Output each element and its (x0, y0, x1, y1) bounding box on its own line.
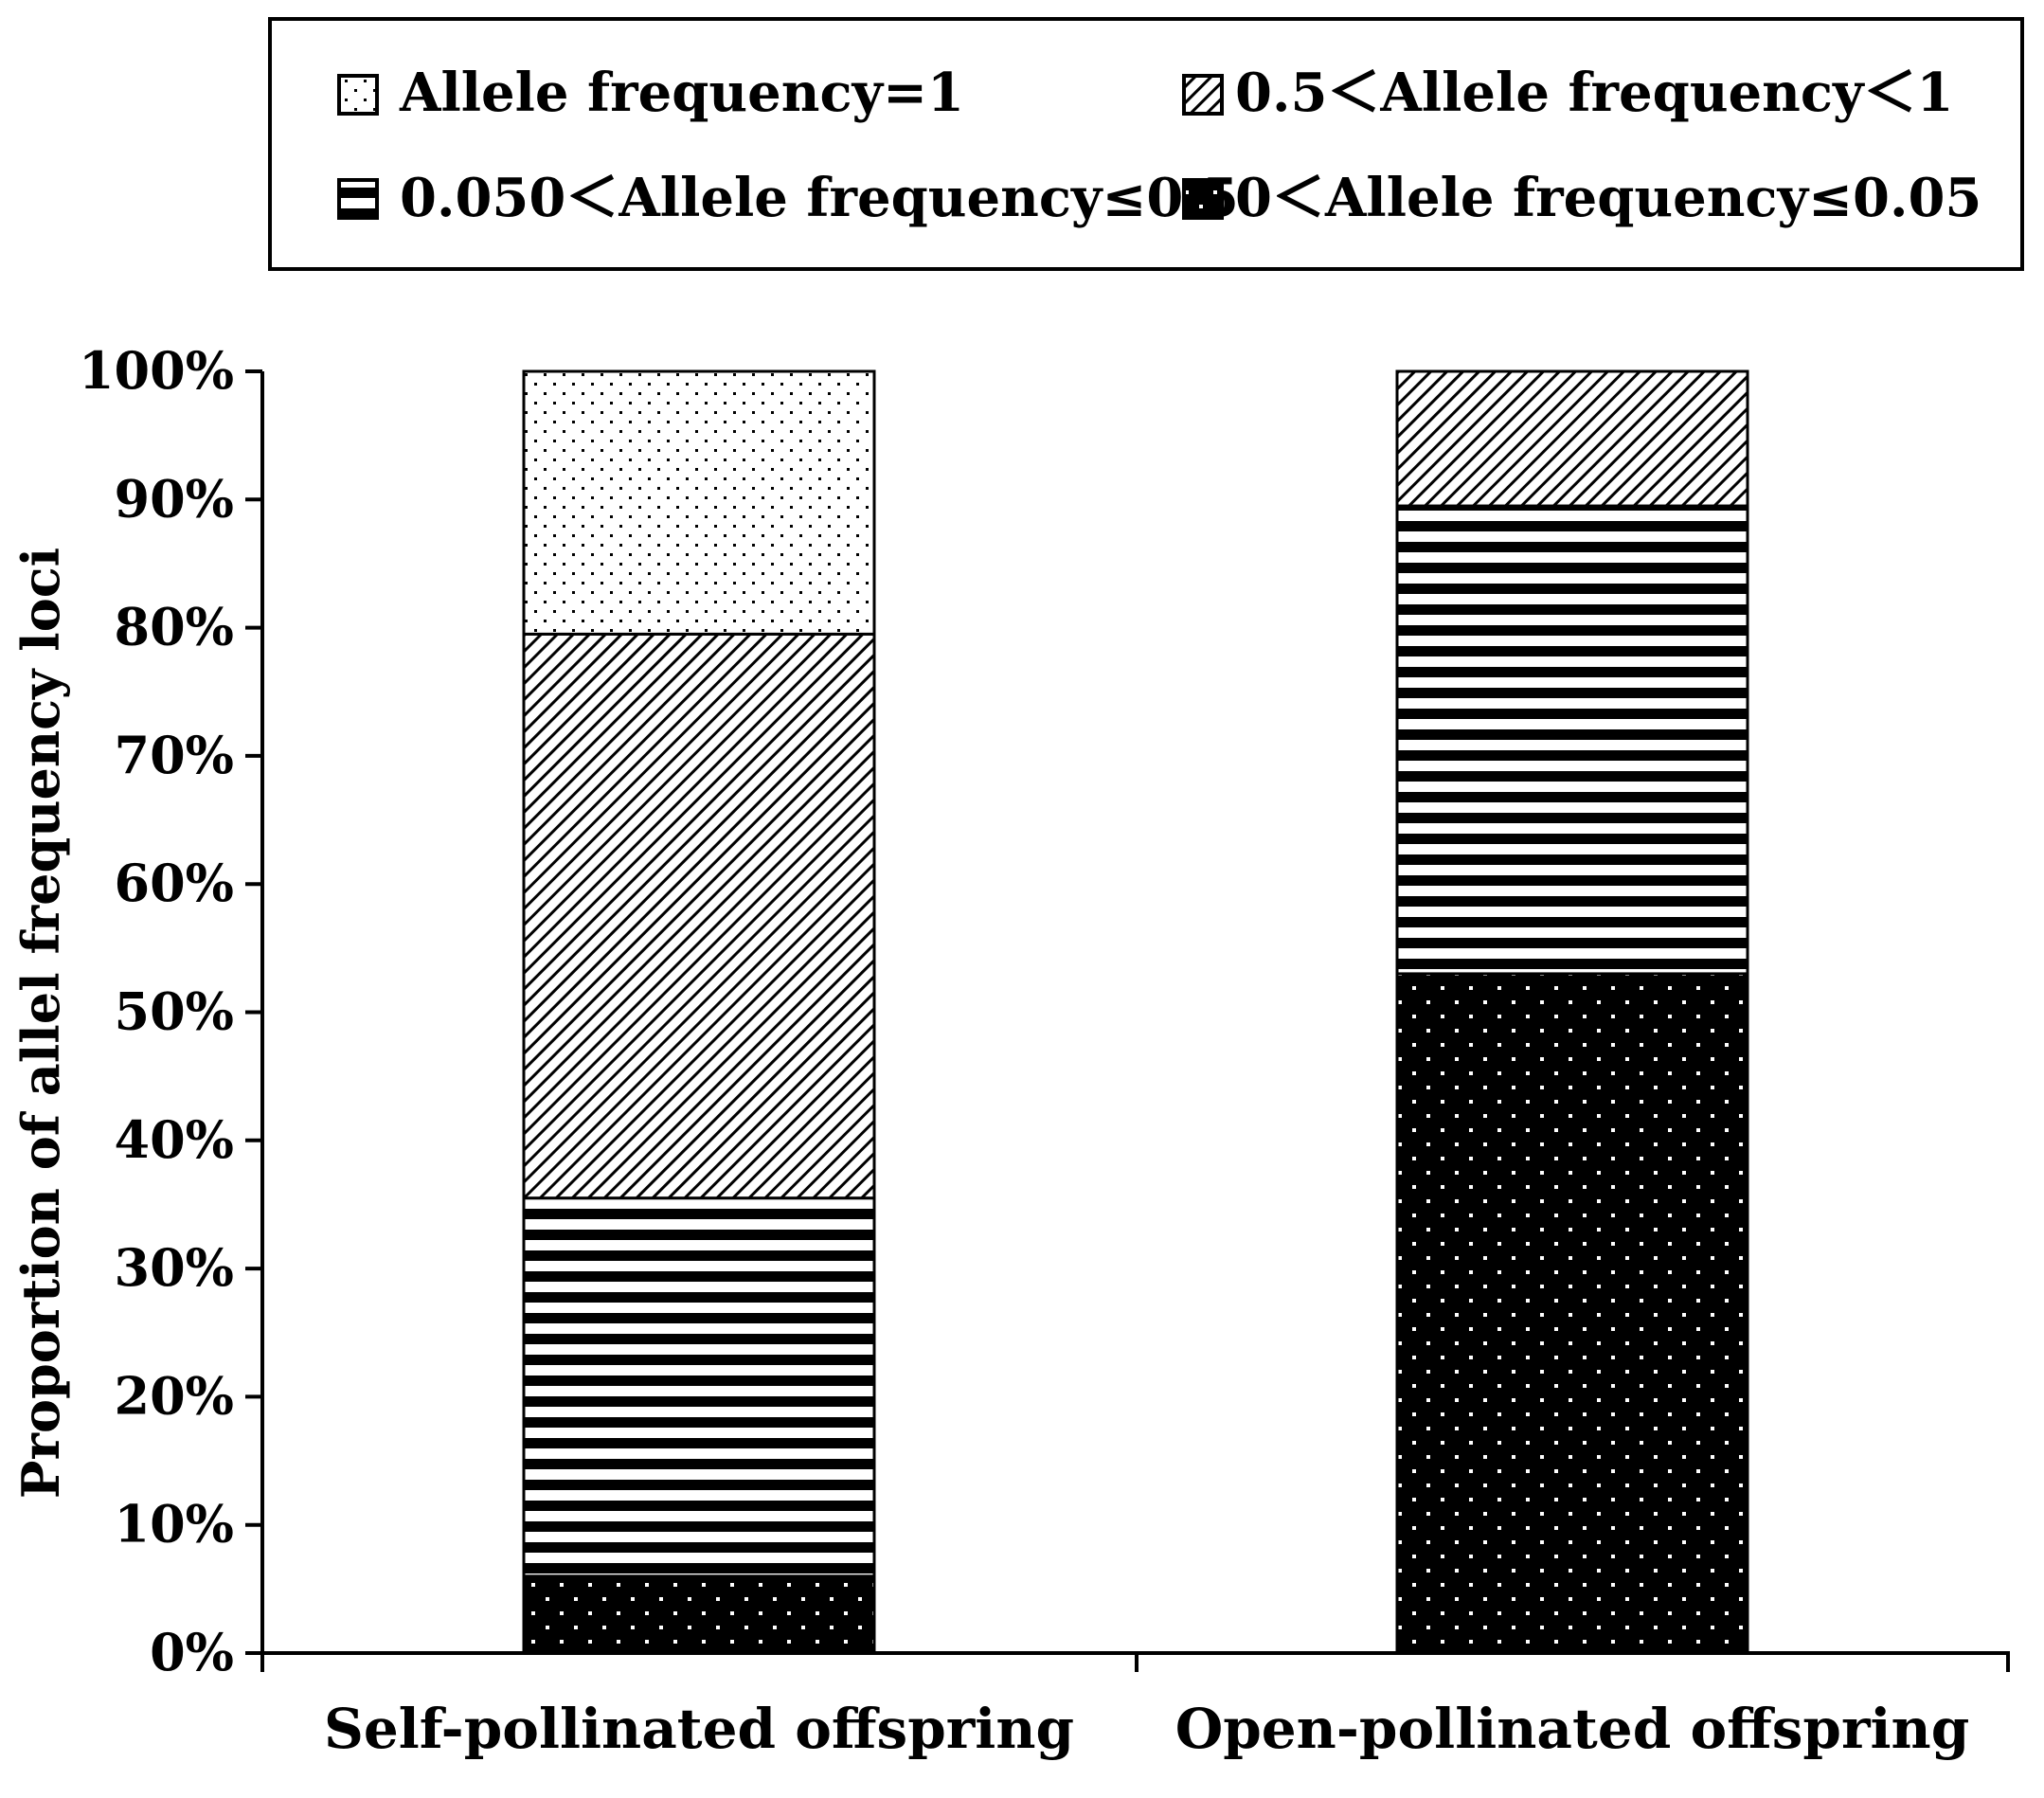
y-tick-label: 100% (79, 340, 234, 401)
legend-label-allele-freq-1: Allele frequency=1 (399, 62, 964, 124)
legend-frame (268, 17, 2024, 271)
x-labels: Self-pollinated offspring Open-pollinated… (324, 1697, 1969, 1761)
y-tick-label: 0% (150, 1622, 234, 1682)
legend-swatch-0.5-to-1 (1182, 74, 1224, 116)
x-category-label: Self-pollinated offspring (324, 1697, 1074, 1761)
y-tick-label: 60% (115, 853, 234, 913)
legend-swatch-0-to-0.05 (1182, 178, 1224, 220)
legend-swatch-0.05-to-0.5 (337, 178, 379, 220)
y-tick-label: 80% (115, 597, 234, 657)
bar-segment-0-2 (522, 632, 876, 1200)
bar-segment-0-3 (522, 369, 876, 636)
legend-swatch-allele-freq-1 (337, 74, 379, 116)
legend-label-0.05-to-0.5: 0.050＜Allele frequency≤0.5 (400, 167, 1239, 229)
x-category-label: Open-pollinated offspring (1175, 1697, 1970, 1761)
legend-label-0-to-0.05: 0＜Allele frequency≤0.05 (1235, 167, 1981, 229)
bar-segment-1-1 (1395, 504, 1749, 976)
legend: Allele frequency=1 0.5＜Allele frequency＜… (268, 17, 2024, 271)
y-ticks: 0% 10% 20% 30% 40% 50% 60% 70% 80% 90% 100% (79, 340, 262, 1682)
y-tick-label: 10% (115, 1494, 234, 1555)
y-axis-title: Proportion of allel frequency loci (10, 548, 71, 1499)
bar-segment-1-2 (1395, 369, 1749, 508)
y-tick-label: 30% (115, 1237, 234, 1298)
legend-label-0.5-to-1: 0.5＜Allele frequency＜1 (1235, 62, 1954, 124)
y-tick-label: 50% (115, 981, 234, 1042)
y-tick-label: 90% (115, 468, 234, 529)
y-tick-label: 40% (115, 1109, 234, 1170)
y-tick-label: 20% (115, 1365, 234, 1426)
bars (522, 369, 1749, 1655)
bar-segment-0-1 (522, 1196, 876, 1578)
bar-segment-1-0 (1395, 972, 1749, 1655)
y-tick-label: 70% (115, 725, 234, 785)
bar-segment-0-0 (522, 1574, 876, 1655)
